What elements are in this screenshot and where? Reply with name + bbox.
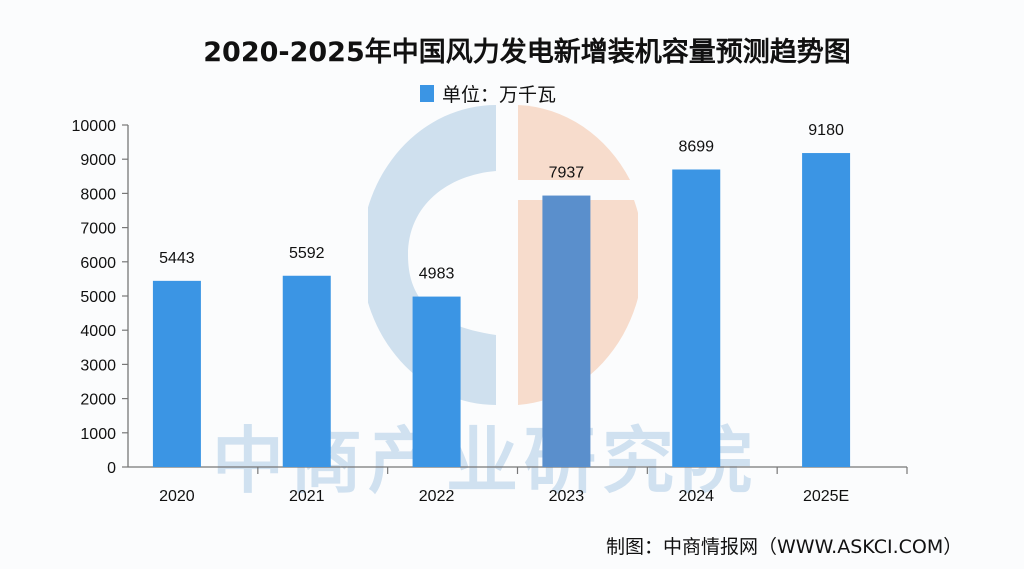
source-credit: 制图：中商情报网（WWW.ASKCI.COM） (606, 536, 963, 558)
x-tick-label: 2023 (549, 488, 585, 505)
x-tick-label: 2022 (419, 488, 455, 505)
bar-value-label: 5443 (159, 250, 195, 267)
bar (152, 280, 201, 467)
bar (542, 195, 591, 467)
legend-swatch-icon (420, 85, 434, 102)
x-tick-label: 2024 (678, 488, 714, 505)
bar (282, 275, 331, 467)
y-tick-label: 1000 (80, 426, 116, 443)
bar-value-label: 5592 (289, 245, 325, 262)
y-tick-label: 8000 (80, 186, 116, 203)
y-tick-label: 2000 (80, 392, 116, 409)
legend-label: 单位：万千瓦 (442, 84, 557, 106)
y-tick-label: 9000 (80, 152, 116, 169)
bar-value-label: 8699 (678, 138, 714, 155)
y-tick-label: 7000 (80, 221, 116, 238)
x-tick-label: 2020 (159, 488, 195, 505)
y-tick-label: 6000 (80, 255, 116, 272)
bar-value-label: 9180 (808, 122, 844, 139)
bar (412, 296, 461, 467)
y-tick-label: 10000 (72, 118, 117, 135)
x-tick-label: 2025E (803, 488, 849, 505)
bar-value-label: 4983 (419, 266, 455, 283)
y-tick-label: 4000 (80, 323, 116, 340)
y-tick-label: 3000 (80, 357, 116, 374)
x-tick-label: 2021 (289, 488, 325, 505)
bar (672, 169, 721, 467)
bar (802, 153, 851, 467)
y-tick-label: 5000 (80, 289, 116, 306)
bar-value-label: 7937 (549, 165, 585, 182)
y-tick-label: 0 (107, 460, 116, 477)
chart-legend: 单位：万千瓦 (420, 80, 556, 107)
chart-title: 2020-2025年中国风力发电新增装机容量预测趋势图 (203, 37, 851, 68)
